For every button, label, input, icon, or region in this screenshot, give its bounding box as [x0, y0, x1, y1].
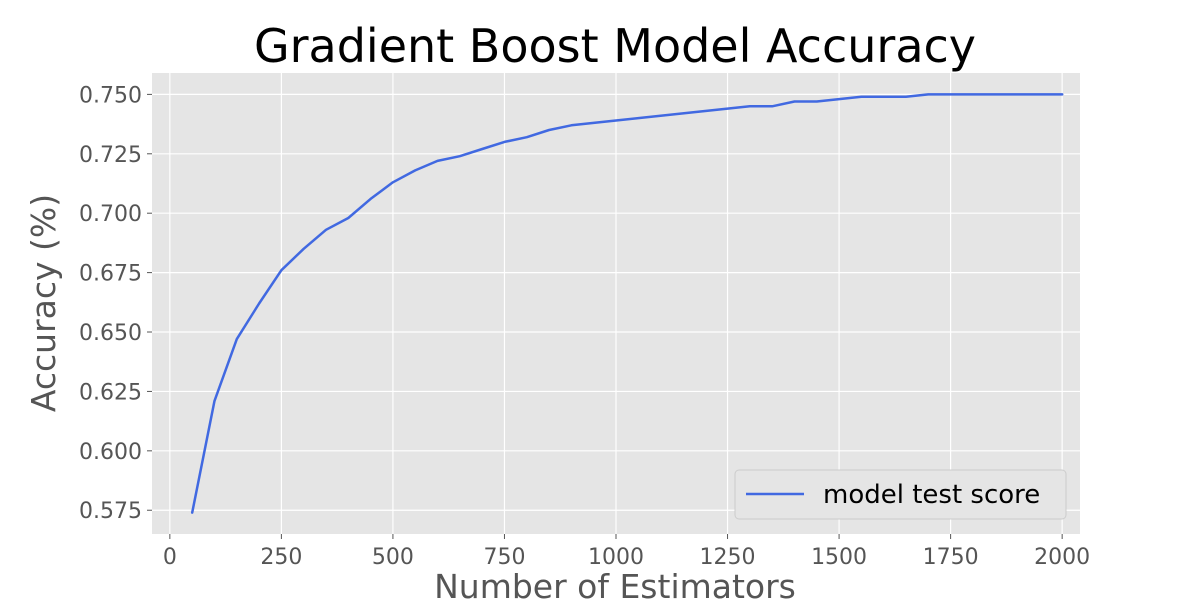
y-tick-label: 0.625	[79, 380, 142, 405]
y-axis-label: Accuracy (%)	[24, 194, 63, 412]
series-layer	[190, 93, 1064, 514]
x-tick-label: 0	[163, 545, 177, 570]
x-tick-label: 500	[372, 545, 414, 570]
x-tick-label: 1000	[588, 545, 644, 570]
y-tick-label: 0.750	[79, 83, 142, 108]
x-tick-label: 250	[260, 545, 302, 570]
y-tick-label: 0.675	[79, 262, 142, 287]
legend-label: model test score	[823, 480, 1040, 510]
y-tick-label: 0.575	[79, 499, 142, 524]
y-tick-label: 0.650	[79, 321, 142, 346]
legend-box	[734, 469, 1067, 520]
x-axis-label: Number of Estimators	[434, 567, 796, 600]
legend: model test score	[734, 469, 1067, 520]
x-tick-label: 2000	[1034, 545, 1090, 570]
chart-title: Gradient Boost Model Accuracy	[254, 19, 976, 73]
x-ticks: 0 250 500 750 1000 1250 1500 1750 2000	[163, 534, 1090, 570]
x-tick-label: 1500	[811, 545, 867, 570]
x-tick-label: 1750	[923, 545, 979, 570]
y-ticks: 0.575 0.600 0.625 0.650 0.675 0.700 0.725 0.750	[79, 83, 152, 524]
y-tick-label: 0.600	[79, 440, 142, 465]
x-tick-label: 1250	[700, 545, 756, 570]
series-line-model-test-score	[190, 93, 1064, 514]
y-tick-label: 0.700	[79, 202, 142, 227]
y-tick-label: 0.725	[79, 143, 142, 168]
x-tick-label: 750	[483, 545, 525, 570]
